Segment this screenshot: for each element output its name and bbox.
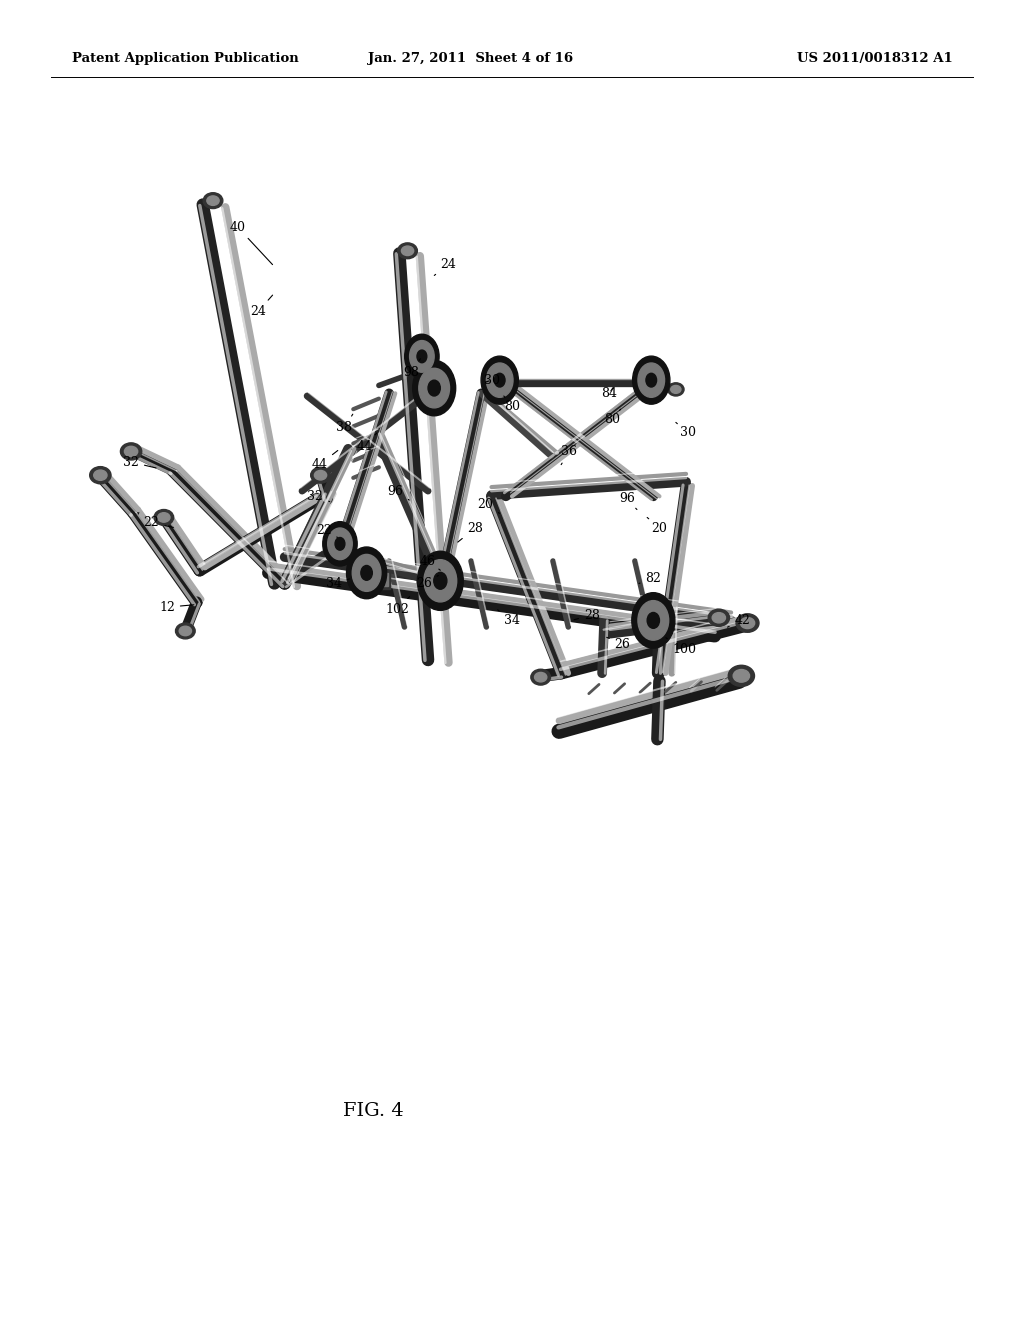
Ellipse shape <box>90 466 111 483</box>
Text: 96: 96 <box>387 484 410 500</box>
Ellipse shape <box>668 383 684 396</box>
Text: Patent Application Publication: Patent Application Publication <box>72 51 298 65</box>
Ellipse shape <box>487 367 512 388</box>
Text: 84: 84 <box>601 387 617 400</box>
Circle shape <box>424 560 457 602</box>
Circle shape <box>323 521 357 566</box>
Ellipse shape <box>310 467 331 483</box>
Ellipse shape <box>492 371 508 384</box>
Circle shape <box>647 612 659 628</box>
Circle shape <box>632 593 675 648</box>
Ellipse shape <box>733 669 750 682</box>
Text: 46: 46 <box>420 554 440 570</box>
Text: 20: 20 <box>477 498 500 513</box>
Circle shape <box>486 363 513 397</box>
Ellipse shape <box>158 512 170 523</box>
Circle shape <box>646 374 656 387</box>
Circle shape <box>413 360 456 416</box>
Circle shape <box>417 350 427 363</box>
Ellipse shape <box>740 618 755 628</box>
Circle shape <box>335 537 345 550</box>
Text: 24: 24 <box>434 257 457 276</box>
Text: 30: 30 <box>676 422 696 440</box>
Text: 42: 42 <box>727 614 751 627</box>
Circle shape <box>418 552 463 610</box>
Ellipse shape <box>125 446 137 457</box>
Text: Jan. 27, 2011  Sheet 4 of 16: Jan. 27, 2011 Sheet 4 of 16 <box>369 51 573 65</box>
Bar <box>365 570 390 589</box>
Ellipse shape <box>643 371 659 384</box>
Ellipse shape <box>401 246 414 256</box>
Circle shape <box>638 601 669 640</box>
Ellipse shape <box>728 665 755 686</box>
Circle shape <box>328 528 352 560</box>
Text: 22: 22 <box>315 524 338 537</box>
Ellipse shape <box>397 243 418 259</box>
Circle shape <box>481 356 518 404</box>
Circle shape <box>495 374 505 387</box>
Text: 26: 26 <box>606 638 631 651</box>
Text: 82: 82 <box>639 572 662 585</box>
Text: 30: 30 <box>483 374 500 387</box>
Circle shape <box>352 554 381 591</box>
Circle shape <box>404 334 439 379</box>
Text: FIG. 4: FIG. 4 <box>343 1102 404 1121</box>
Text: 22: 22 <box>143 516 173 529</box>
Ellipse shape <box>713 612 725 623</box>
Text: 24: 24 <box>250 296 272 318</box>
Ellipse shape <box>736 614 759 632</box>
Text: 32: 32 <box>307 490 330 503</box>
Circle shape <box>428 380 440 396</box>
Text: 80: 80 <box>604 409 621 426</box>
Text: 28: 28 <box>458 521 483 543</box>
Circle shape <box>633 356 670 404</box>
Ellipse shape <box>121 442 141 461</box>
Ellipse shape <box>535 672 547 682</box>
Text: 44: 44 <box>311 450 338 471</box>
Ellipse shape <box>203 193 223 209</box>
Ellipse shape <box>425 379 443 393</box>
Ellipse shape <box>94 470 108 480</box>
Text: 96: 96 <box>618 492 637 510</box>
Ellipse shape <box>639 367 664 388</box>
Ellipse shape <box>420 374 449 397</box>
Circle shape <box>638 363 665 397</box>
Text: 34: 34 <box>326 577 349 590</box>
Text: 20: 20 <box>647 517 668 535</box>
Ellipse shape <box>207 195 219 206</box>
Text: 44: 44 <box>356 433 377 453</box>
Circle shape <box>346 546 387 599</box>
Circle shape <box>360 565 373 581</box>
Ellipse shape <box>671 385 681 393</box>
Text: 40: 40 <box>229 220 272 264</box>
Circle shape <box>434 573 446 589</box>
Text: 98: 98 <box>403 359 421 379</box>
Ellipse shape <box>154 510 174 525</box>
Text: 80: 80 <box>504 396 520 413</box>
Circle shape <box>419 368 450 408</box>
Text: 32: 32 <box>123 455 156 469</box>
Text: 38: 38 <box>336 414 353 434</box>
Text: 28: 28 <box>574 609 600 622</box>
Ellipse shape <box>530 669 551 685</box>
Text: 100: 100 <box>666 638 696 656</box>
Ellipse shape <box>709 609 729 627</box>
Text: 26: 26 <box>416 576 438 590</box>
Text: 12: 12 <box>159 601 194 614</box>
Circle shape <box>410 341 434 372</box>
Ellipse shape <box>179 626 191 636</box>
Ellipse shape <box>175 623 196 639</box>
Text: 34: 34 <box>498 610 520 627</box>
Text: 36: 36 <box>561 445 578 465</box>
Text: US 2011/0018312 A1: US 2011/0018312 A1 <box>797 51 952 65</box>
Text: 102: 102 <box>385 597 410 616</box>
Ellipse shape <box>314 470 327 480</box>
Bar <box>367 573 388 586</box>
